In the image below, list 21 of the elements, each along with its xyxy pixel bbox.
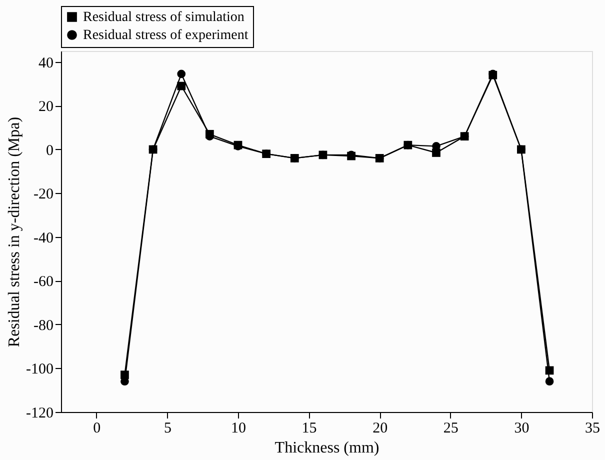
y-tick-label: 20	[38, 99, 54, 116]
x-tick-label: 35	[585, 420, 600, 436]
legend-label: Residual stress of simulation	[83, 10, 244, 25]
x-tick-label: 25	[443, 420, 458, 436]
y-tick-label: -60	[34, 274, 54, 290]
y-tick-label: 40	[38, 55, 54, 72]
x-axis-title: Thickness (mm)	[274, 440, 380, 456]
y-tick-label: -120	[26, 406, 54, 422]
x-tick-label: 5	[164, 420, 172, 436]
legend-label: Residual stress of experiment	[83, 28, 248, 43]
y-tick-label: -20	[34, 186, 54, 203]
x-tick-label: 10	[231, 420, 246, 436]
y-tick-label: 0	[46, 142, 54, 159]
x-tick-label: 30	[514, 420, 530, 436]
x-tick-label: 0	[93, 420, 101, 436]
x-tick-label: 20	[372, 420, 388, 436]
y-tick-label: -100	[26, 362, 54, 378]
x-tick-label: 15	[302, 420, 317, 436]
y-tick-label: -80	[34, 318, 54, 334]
y-axis-title: Residual stress in y-direction (Mpa)	[6, 116, 24, 348]
y-tick-label: -40	[34, 230, 54, 246]
